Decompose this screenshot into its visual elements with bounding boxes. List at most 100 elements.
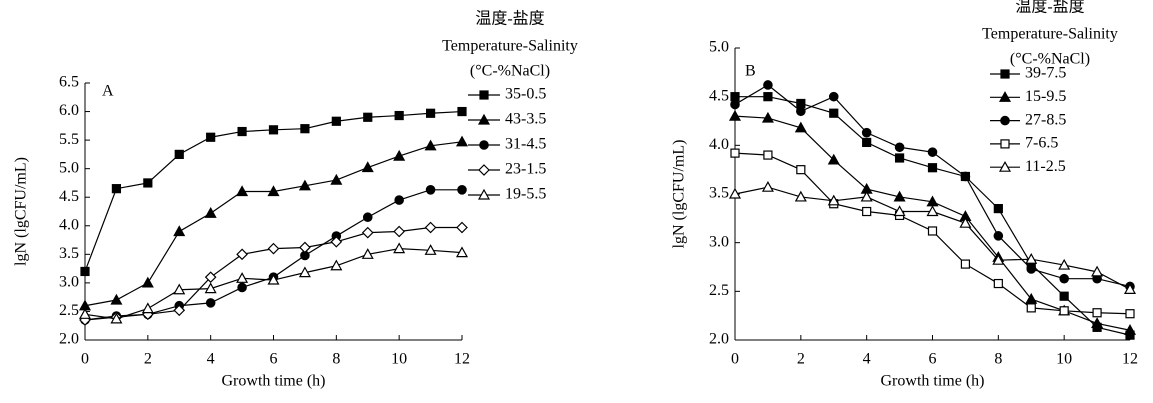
legend-marker [998,160,1012,172]
marker [330,259,343,271]
marker [1059,306,1069,316]
x-tick-label: 10 [391,351,407,368]
marker [862,137,872,148]
x-tick-label: 12 [454,351,470,368]
legend-label: 27-8.5 [1025,111,1066,128]
marker [993,231,1004,241]
marker [1123,324,1137,335]
legend-title: 温度-盐度 [1015,0,1084,16]
marker [268,125,279,135]
marker [111,184,122,194]
x-tick-label: 8 [332,351,340,368]
marker [1025,292,1038,304]
series-line [84,189,462,321]
marker [861,127,872,138]
marker [1059,291,1069,301]
y-tick-label: 3.5 [59,245,79,262]
marker [1059,273,1069,284]
marker [730,99,740,110]
marker [728,187,742,199]
marker [1123,283,1137,294]
marker [236,248,248,261]
marker [1091,265,1104,277]
marker [927,226,938,236]
legend-label: 7-6.5 [1025,135,1058,152]
y-tick-label: 4.0 [59,216,79,233]
marker [763,92,773,102]
marker [728,109,742,121]
legend-marker [998,91,1012,102]
marker [174,149,184,159]
marker [456,221,468,234]
marker [424,221,437,234]
x-tick-label: 10 [1056,351,1072,368]
marker [829,108,839,118]
marker [457,106,467,117]
legend-marker [477,113,491,125]
legend-label: 15-9.5 [1025,88,1066,105]
marker [237,126,247,137]
marker [393,149,406,161]
x-axis-label: Growth time (h) [881,373,985,390]
y-tick-label: 4.0 [709,136,729,153]
marker [393,242,406,254]
marker [763,150,773,160]
marker [299,241,311,254]
marker [794,190,807,202]
legend-title: (°C-%NaCl) [1010,51,1090,68]
marker [424,244,437,255]
marker [993,278,1003,289]
x-tick-label: 0 [731,351,739,368]
marker [394,110,404,121]
x-tick-label: 6 [929,351,937,368]
marker [361,248,374,259]
y-tick-label: 4.5 [709,87,729,104]
marker [236,272,249,283]
y-tick-label: 3.5 [709,185,729,202]
y-axis-label: lgN (lgCFU/mL) [671,140,688,249]
marker [960,259,971,269]
marker [1025,252,1038,264]
marker [1026,264,1037,274]
legend-label: 31-4.5 [505,136,546,153]
marker [926,205,939,217]
marker [110,293,123,305]
marker [1026,303,1036,313]
legend-marker [1000,115,1010,126]
marker [361,226,374,239]
marker [730,92,740,102]
marker [143,178,153,188]
y-tick-label: 3.0 [709,233,729,250]
y-tick-label: 5.0 [709,39,729,56]
marker [927,163,938,173]
x-tick-label: 4 [207,351,215,368]
marker [960,171,971,182]
marker [894,142,905,153]
marker [80,266,90,277]
legend-label: 43-3.5 [505,111,546,128]
marker [862,206,872,217]
y-tick-label: 5.5 [59,131,79,148]
marker [173,304,186,317]
marker [362,212,373,223]
marker [1058,258,1071,270]
y-axis-label: lgN (lgCFU/mL) [13,157,30,266]
marker [992,253,1005,265]
legend-label: 39-7.5 [1025,65,1066,82]
marker [1091,317,1104,329]
y-tick-label: 4.5 [59,188,79,205]
marker [393,225,406,238]
marker [893,205,906,217]
marker [204,282,217,294]
legend-title: (°C-%NaCl) [470,63,550,80]
marker [236,185,249,197]
marker [141,302,154,314]
legend-marker [478,164,490,176]
marker [927,147,938,157]
marker [363,112,373,122]
marker [173,225,186,237]
marker [1092,308,1102,318]
x-tick-label: 12 [1122,351,1138,368]
panel-label: B [745,63,756,80]
